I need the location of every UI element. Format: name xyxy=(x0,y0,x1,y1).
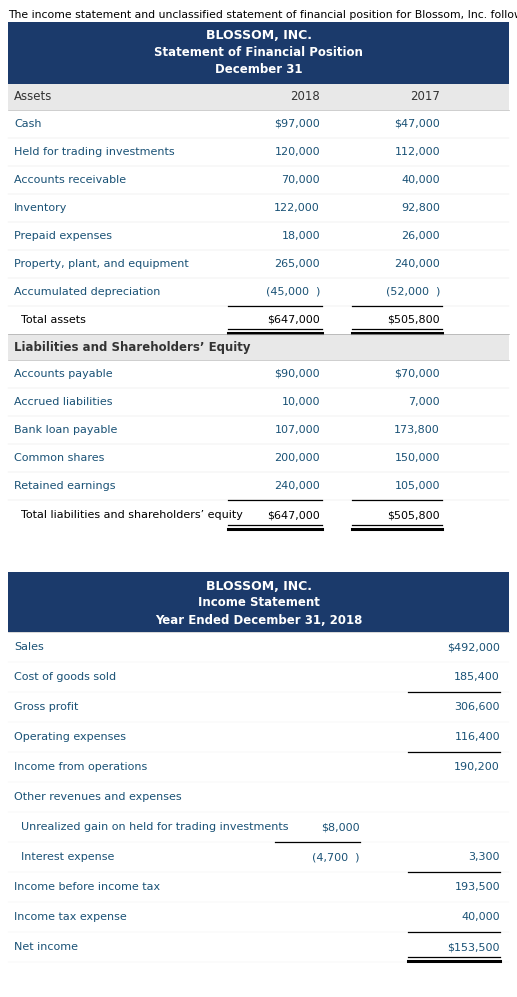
Text: 116,400: 116,400 xyxy=(454,732,500,742)
Text: Income tax expense: Income tax expense xyxy=(14,912,127,922)
Text: Prepaid expenses: Prepaid expenses xyxy=(14,231,112,241)
Text: Income before income tax: Income before income tax xyxy=(14,882,160,892)
Text: 193,500: 193,500 xyxy=(454,882,500,892)
Text: Assets: Assets xyxy=(14,91,52,104)
Text: 265,000: 265,000 xyxy=(275,259,320,269)
Text: Other revenues and expenses: Other revenues and expenses xyxy=(14,792,181,802)
Text: $153,500: $153,500 xyxy=(448,942,500,952)
Text: $8,000: $8,000 xyxy=(322,822,360,832)
Text: Accrued liabilities: Accrued liabilities xyxy=(14,397,113,407)
Text: 105,000: 105,000 xyxy=(394,481,440,491)
Text: Held for trading investments: Held for trading investments xyxy=(14,147,175,157)
Text: Cost of goods sold: Cost of goods sold xyxy=(14,672,116,682)
Text: 40,000: 40,000 xyxy=(401,175,440,185)
Text: 240,000: 240,000 xyxy=(394,259,440,269)
Text: Common shares: Common shares xyxy=(14,453,104,463)
Text: (45,000  ): (45,000 ) xyxy=(266,287,320,297)
Text: 2018: 2018 xyxy=(290,91,320,104)
Text: Income Statement: Income Statement xyxy=(197,596,320,609)
Text: $647,000: $647,000 xyxy=(267,315,320,325)
Text: $70,000: $70,000 xyxy=(394,369,440,379)
Text: 70,000: 70,000 xyxy=(281,175,320,185)
Text: $47,000: $47,000 xyxy=(394,119,440,129)
Text: Cash: Cash xyxy=(14,119,41,129)
Text: 107,000: 107,000 xyxy=(275,425,320,435)
Text: BLOSSOM, INC.: BLOSSOM, INC. xyxy=(205,579,312,592)
Text: Operating expenses: Operating expenses xyxy=(14,732,126,742)
Text: $492,000: $492,000 xyxy=(447,642,500,652)
Text: 10,000: 10,000 xyxy=(281,397,320,407)
Text: 173,800: 173,800 xyxy=(394,425,440,435)
Bar xyxy=(8,84,509,110)
Text: Accounts payable: Accounts payable xyxy=(14,369,113,379)
Text: 40,000: 40,000 xyxy=(461,912,500,922)
Text: 185,400: 185,400 xyxy=(454,672,500,682)
Text: Total liabilities and shareholders’ equity: Total liabilities and shareholders’ equi… xyxy=(14,510,243,520)
Text: December 31: December 31 xyxy=(215,64,302,77)
Text: 122,000: 122,000 xyxy=(274,203,320,213)
Text: 92,800: 92,800 xyxy=(401,203,440,213)
Text: Retained earnings: Retained earnings xyxy=(14,481,115,491)
Text: Unrealized gain on held for trading investments: Unrealized gain on held for trading inve… xyxy=(14,822,288,832)
Text: 240,000: 240,000 xyxy=(274,481,320,491)
Text: 18,000: 18,000 xyxy=(281,231,320,241)
Text: 7,000: 7,000 xyxy=(408,397,440,407)
Text: 190,200: 190,200 xyxy=(454,762,500,772)
Text: Net income: Net income xyxy=(14,942,78,952)
Text: 112,000: 112,000 xyxy=(394,147,440,157)
Text: Bank loan payable: Bank loan payable xyxy=(14,425,117,435)
Text: 306,600: 306,600 xyxy=(454,702,500,712)
Bar xyxy=(8,334,509,360)
Text: Property, plant, and equipment: Property, plant, and equipment xyxy=(14,259,189,269)
Text: Total assets: Total assets xyxy=(14,315,86,325)
Text: Year Ended December 31, 2018: Year Ended December 31, 2018 xyxy=(155,613,362,626)
Text: Inventory: Inventory xyxy=(14,203,67,213)
Text: Interest expense: Interest expense xyxy=(14,852,114,862)
Text: Income from operations: Income from operations xyxy=(14,762,147,772)
Text: Gross profit: Gross profit xyxy=(14,702,79,712)
Text: (4,700  ): (4,700 ) xyxy=(312,852,360,862)
Text: 200,000: 200,000 xyxy=(275,453,320,463)
Text: 2017: 2017 xyxy=(410,91,440,104)
Text: Sales: Sales xyxy=(14,642,44,652)
Bar xyxy=(8,22,509,84)
Text: Accumulated depreciation: Accumulated depreciation xyxy=(14,287,160,297)
Text: $97,000: $97,000 xyxy=(274,119,320,129)
Text: (52,000  ): (52,000 ) xyxy=(386,287,440,297)
Text: $505,800: $505,800 xyxy=(387,510,440,520)
Text: 26,000: 26,000 xyxy=(401,231,440,241)
Text: 150,000: 150,000 xyxy=(394,453,440,463)
Text: Accounts receivable: Accounts receivable xyxy=(14,175,126,185)
Text: $647,000: $647,000 xyxy=(267,510,320,520)
Text: $505,800: $505,800 xyxy=(387,315,440,325)
Text: Statement of Financial Position: Statement of Financial Position xyxy=(154,47,363,60)
Text: The income statement and unclassified statement of financial position for Blosso: The income statement and unclassified st… xyxy=(8,10,517,20)
Text: BLOSSOM, INC.: BLOSSOM, INC. xyxy=(205,30,312,43)
Text: $90,000: $90,000 xyxy=(275,369,320,379)
Text: 3,300: 3,300 xyxy=(468,852,500,862)
Text: 120,000: 120,000 xyxy=(275,147,320,157)
Text: Liabilities and Shareholders’ Equity: Liabilities and Shareholders’ Equity xyxy=(14,341,251,354)
Bar xyxy=(8,572,509,632)
